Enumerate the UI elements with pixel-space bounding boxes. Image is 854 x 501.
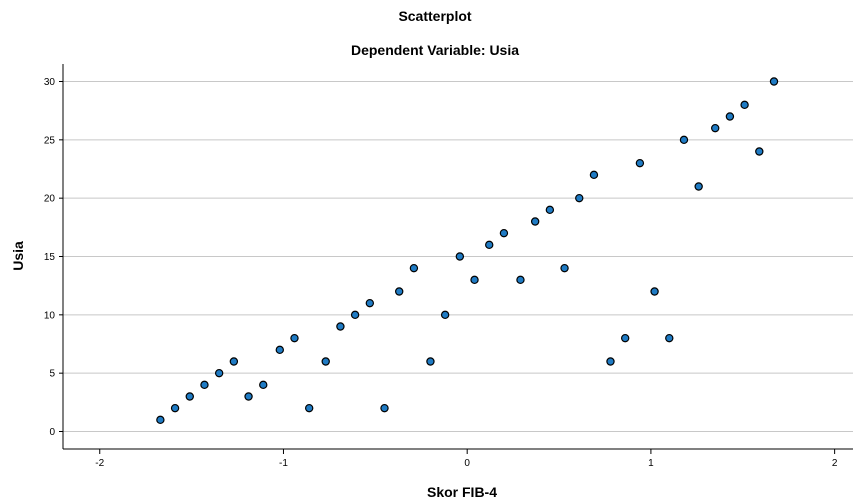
x-axis-label: Skor FIB-4 — [427, 484, 497, 500]
data-point — [650, 287, 659, 296]
data-point — [321, 357, 330, 366]
data-point — [606, 357, 615, 366]
data-point — [575, 193, 584, 203]
data-point — [711, 123, 720, 133]
data-point — [244, 392, 253, 401]
data-point — [259, 380, 268, 390]
data-point — [275, 345, 284, 355]
data-point — [516, 275, 525, 285]
x-tick-label: 2 — [832, 458, 838, 469]
data-point — [665, 333, 674, 343]
data-point — [530, 217, 540, 226]
chart-subtitle: Dependent Variable: Usia — [351, 42, 519, 58]
x-tick-label: 0 — [464, 458, 470, 469]
data-point — [380, 403, 389, 413]
chart-title: Scatterplot — [398, 8, 471, 24]
x-tick-label: -2 — [95, 458, 104, 469]
data-point — [679, 135, 689, 145]
data-point — [560, 263, 569, 273]
y-tick-label: 20 — [44, 194, 56, 205]
data-point — [185, 392, 194, 401]
data-point — [755, 147, 764, 156]
y-tick-label: 0 — [49, 427, 55, 438]
data-point — [200, 380, 209, 390]
data-point — [694, 182, 703, 191]
data-point — [635, 158, 645, 168]
plot-area: 0 5 10 15 20 25 30 -2 -1 0 1 2 — [44, 64, 853, 469]
data-point — [740, 100, 749, 110]
y-tick-label: 30 — [44, 77, 56, 88]
y-tick-label: 5 — [49, 369, 55, 380]
data-point — [589, 170, 599, 180]
data-point — [485, 240, 494, 250]
data-point — [214, 368, 224, 378]
data-point — [545, 205, 555, 215]
data-point — [426, 357, 435, 366]
data-point — [455, 252, 465, 261]
x-tick-label: -1 — [279, 458, 288, 469]
data-point — [440, 310, 450, 320]
data-point — [395, 287, 404, 296]
data-point — [499, 228, 509, 238]
data-point — [304, 403, 314, 413]
data-point — [170, 403, 180, 413]
data-point — [769, 77, 779, 86]
data-point — [365, 298, 375, 308]
y-tick-label: 15 — [44, 252, 56, 263]
data-point — [229, 357, 239, 366]
y-tick-label: 25 — [44, 135, 56, 146]
data-point — [350, 310, 360, 320]
y-axis-label: Usia — [10, 241, 26, 271]
y-tick-label: 10 — [44, 310, 56, 321]
data-point — [290, 333, 299, 343]
data-point — [470, 275, 479, 285]
x-tick-label: 1 — [648, 458, 654, 469]
data-point — [336, 322, 345, 331]
data-point — [620, 333, 630, 343]
data-point — [156, 415, 165, 425]
data-point — [409, 263, 419, 273]
data-point — [725, 112, 735, 121]
